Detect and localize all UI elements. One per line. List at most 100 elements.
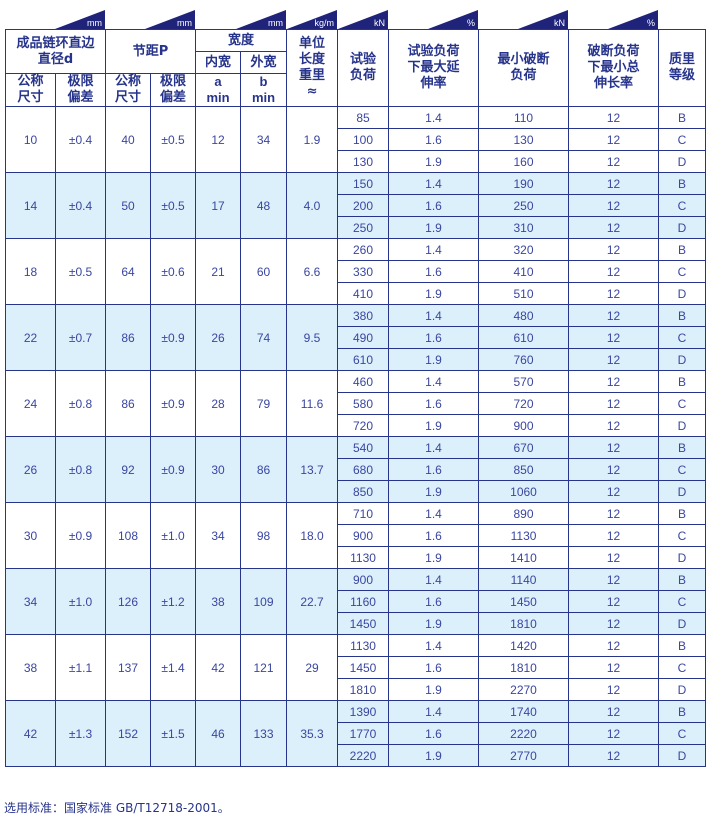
table-row: 42 ±1.3 152 ±1.5 46 133 35.3 1390 1.4 1740 12 B — [5, 700, 707, 767]
cell-d: 18 — [5, 238, 56, 305]
cell-test-load: 580 — [337, 392, 390, 415]
unit-tag: mm — [145, 10, 195, 29]
cell-test-elongation: 1.9 — [388, 414, 480, 437]
unit-tag: % — [428, 10, 478, 29]
table-row: 24 ±0.8 86 ±0.9 28 79 11.6 460 1.4 570 12 B — [5, 370, 707, 437]
cell-grade: B — [658, 700, 707, 723]
cell-test-load: 1770 — [337, 722, 390, 745]
cell-grade: C — [658, 392, 707, 415]
cell-dtol: ±0.7 — [55, 304, 106, 371]
cell-d: 30 — [5, 502, 56, 569]
cell-dtol: ±0.4 — [55, 106, 106, 173]
cell-dtol: ±1.3 — [55, 700, 106, 767]
cell-ptol: ±1.0 — [150, 502, 196, 569]
cell-min-break-load: 2270 — [478, 678, 570, 701]
table-row: 720 1.9 900 12 D — [6, 414, 707, 437]
cell-test-load: 460 — [337, 370, 390, 393]
cell-min-break-load: 1130 — [478, 524, 570, 547]
cell-d: 14 — [5, 172, 56, 239]
cell-a: 30 — [195, 436, 241, 503]
cell-break-elongation: 12 — [568, 260, 660, 283]
table-row: 850 1.9 1060 12 D — [6, 480, 707, 503]
table-row: 250 1.9 310 12 D — [6, 216, 707, 239]
table-row: 34 ±1.0 126 ±1.2 38 109 22.7 900 1.4 1140 12 B — [5, 568, 707, 635]
cell-min-break-load: 410 — [478, 260, 570, 283]
cell-ptol: ±0.9 — [150, 370, 196, 437]
header-width: 宽度 — [194, 29, 288, 52]
cell-break-elongation: 12 — [568, 106, 660, 129]
cell-test-elongation: 1.6 — [388, 260, 480, 283]
cell-p: 86 — [105, 370, 151, 437]
chain-spec-table: 成品链环直边直径d 节距P 宽度 单位长度重里≈ 试验负荷 试验负荷下最大延伸率… — [5, 29, 707, 767]
cell-b: 34 — [239, 106, 288, 173]
cell-min-break-load: 510 — [478, 282, 570, 305]
cell-grade: C — [658, 194, 707, 217]
cell-ptol: ±0.9 — [150, 304, 196, 371]
cell-min-break-load: 1410 — [478, 546, 570, 569]
cell-w: 6.6 — [286, 238, 339, 305]
cell-a: 42 — [195, 634, 241, 701]
cell-break-elongation: 12 — [568, 480, 660, 503]
cell-break-elongation: 12 — [568, 458, 660, 481]
cell-w: 13.7 — [286, 436, 339, 503]
cell-w: 22.7 — [286, 568, 339, 635]
cell-p: 50 — [105, 172, 151, 239]
table-row: 900 1.6 1130 12 C — [6, 524, 707, 547]
cell-a: 46 — [195, 700, 241, 767]
table-row: 38 ±1.1 137 ±1.4 42 121 29 1130 1.4 1420 12 B — [5, 634, 707, 701]
cell-grade: D — [658, 282, 707, 305]
cell-p: 126 — [105, 568, 151, 635]
cell-test-load: 100 — [337, 128, 390, 151]
cell-test-load: 1160 — [337, 590, 390, 613]
header-a-min: a min — [195, 73, 241, 107]
cell-test-elongation: 1.4 — [388, 304, 480, 327]
footer-note: 选用标准：国家标准 GB/T12718-2001。 — [4, 801, 230, 815]
cell-test-elongation: 1.9 — [388, 216, 480, 239]
header-p-tolerance: 极限偏差 — [150, 73, 196, 107]
cell-test-load: 680 — [337, 458, 390, 481]
unit-tag: kN — [338, 10, 388, 29]
cell-test-load: 1450 — [337, 656, 390, 679]
cell-test-load: 1390 — [337, 700, 390, 723]
cell-dtol: ±0.5 — [55, 238, 106, 305]
cell-test-elongation: 1.4 — [388, 700, 480, 723]
header-outer-width: 外宽 — [239, 51, 288, 74]
cell-min-break-load: 900 — [478, 414, 570, 437]
cell-test-load: 150 — [337, 172, 390, 195]
cell-break-elongation: 12 — [568, 524, 660, 547]
cell-a: 38 — [195, 568, 241, 635]
cell-min-break-load: 1740 — [478, 700, 570, 723]
cell-d: 38 — [5, 634, 56, 701]
cell-test-elongation: 1.9 — [388, 546, 480, 569]
header-d-tolerance: 极限偏差 — [55, 73, 106, 107]
cell-test-load: 130 — [337, 150, 390, 173]
cell-d: 42 — [5, 700, 56, 767]
cell-ptol: ±0.5 — [150, 172, 196, 239]
cell-grade: D — [658, 612, 707, 635]
cell-break-elongation: 12 — [568, 326, 660, 349]
cell-break-elongation: 12 — [568, 678, 660, 701]
table-row: 22 ±0.7 86 ±0.9 26 74 9.5 380 1.4 480 12 B — [5, 304, 707, 371]
cell-test-load: 490 — [337, 326, 390, 349]
cell-break-elongation: 12 — [568, 216, 660, 239]
unit-tag: mm — [55, 10, 105, 29]
cell-test-load: 410 — [337, 282, 390, 305]
cell-ptol: ±0.9 — [150, 436, 196, 503]
cell-break-elongation: 12 — [568, 700, 660, 723]
cell-p: 64 — [105, 238, 151, 305]
cell-min-break-load: 720 — [478, 392, 570, 415]
cell-dtol: ±0.8 — [55, 370, 106, 437]
header-inner-width: 内宽 — [195, 51, 241, 74]
cell-b: 133 — [239, 700, 288, 767]
cell-test-load: 250 — [337, 216, 390, 239]
cell-test-load: 1810 — [337, 678, 390, 701]
table-row: 610 1.9 760 12 D — [6, 348, 707, 371]
cell-min-break-load: 2220 — [478, 722, 570, 745]
cell-test-elongation: 1.4 — [388, 370, 480, 393]
cell-w: 9.5 — [286, 304, 339, 371]
table-row: 1160 1.6 1450 12 C — [6, 590, 707, 613]
cell-test-load: 200 — [337, 194, 390, 217]
cell-w: 11.6 — [286, 370, 339, 437]
cell-test-elongation: 1.6 — [388, 458, 480, 481]
cell-break-elongation: 12 — [568, 414, 660, 437]
